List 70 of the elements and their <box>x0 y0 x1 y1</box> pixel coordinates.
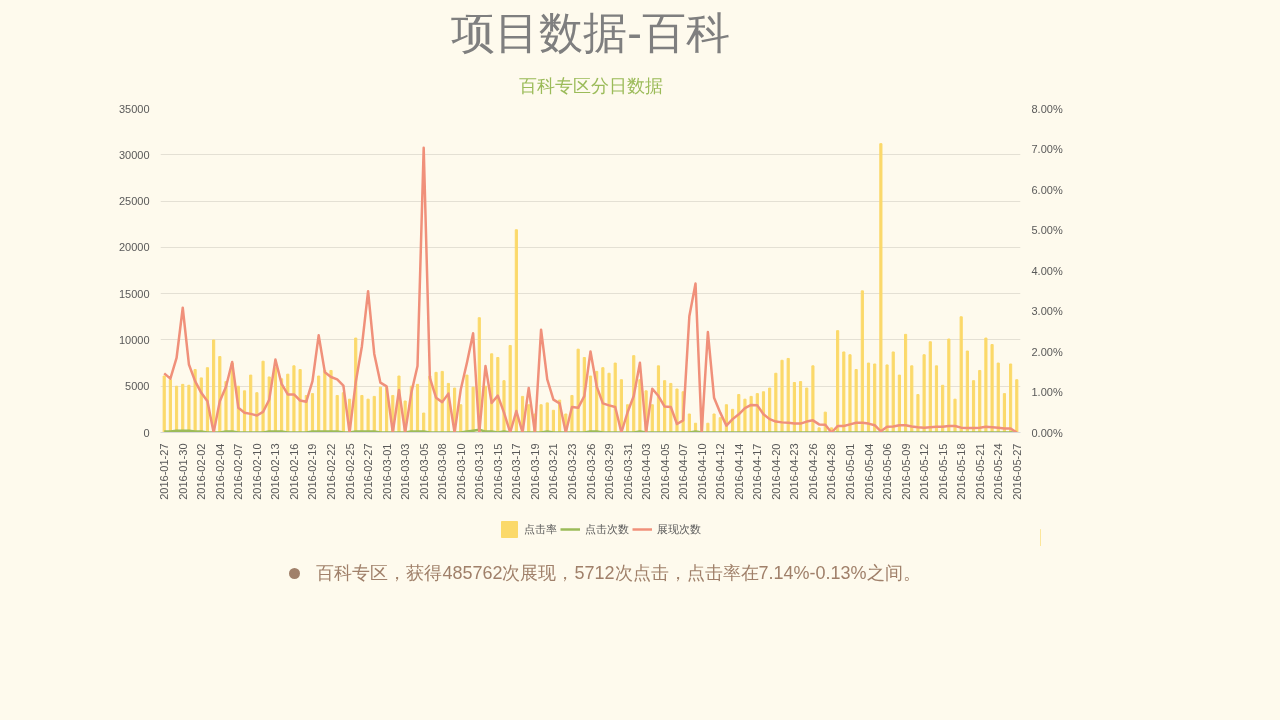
x-tick-label: 2016-04-14 <box>732 443 745 500</box>
x-tick-label: 2016-05-21 <box>973 443 986 500</box>
x-tick-label: 2016-02-27 <box>362 443 375 500</box>
x-tick-label: 2016-04-10 <box>695 443 708 500</box>
x-tick-label: 2016-02-25 <box>343 443 356 500</box>
legend-label: 点击率 <box>524 521 557 537</box>
x-tick-label: 2016-04-28 <box>825 443 838 500</box>
x-tick-label: 2016-04-23 <box>788 443 801 500</box>
x-tick-label: 2016-03-05 <box>417 443 430 500</box>
x-tick-label: 2016-04-26 <box>806 443 819 500</box>
x-tick-label: 2016-04-03 <box>640 443 653 500</box>
chart-title: 项目数据-百科 <box>451 7 730 57</box>
y2-tick-label: 3.00% <box>1031 305 1063 317</box>
x-tick-label: 2016-02-07 <box>232 443 245 500</box>
x-tick-label: 2016-03-03 <box>399 443 412 500</box>
x-tick-label: 2016-02-16 <box>287 443 300 500</box>
x-tick-label: 2016-02-02 <box>195 443 208 500</box>
x-tick-label: 2016-03-26 <box>584 443 597 500</box>
x-tick-label: 2016-03-01 <box>380 443 393 500</box>
x-tick-label: 2016-03-29 <box>603 443 616 500</box>
x-tick-label: 2016-03-13 <box>473 443 486 500</box>
y-tick-label: 30000 <box>118 148 150 161</box>
y-tick-label: 10000 <box>118 333 150 346</box>
y2-tick-label: 8.00% <box>1031 102 1063 115</box>
text: 百科专区，获得485762次展现，5712次点击，点击率在7.14%-0.13%之间。 <box>315 562 921 585</box>
chart-subtitle: 百科专区分日数据 <box>518 76 663 96</box>
x-tick-label: 2016-04-20 <box>769 443 782 500</box>
x-tick-label: 2016-05-15 <box>936 443 949 500</box>
x-tick-label: 2016-02-19 <box>306 443 319 500</box>
y2-tick-label: 0.00% <box>1031 426 1063 439</box>
y-tick-label: 25000 <box>118 195 150 208</box>
y2-tick-label: 7.00% <box>1031 143 1063 155</box>
x-tick-label: 2016-02-13 <box>269 443 282 500</box>
x-tick-label: 2016-05-04 <box>862 443 875 500</box>
y2-tick-label: 1.00% <box>1031 386 1063 398</box>
x-tick-label: 2016-02-22 <box>325 443 338 500</box>
x-tick-label: 2016-01-30 <box>176 443 189 500</box>
x-tick-label: 2016-03-10 <box>454 443 467 500</box>
y2-tick-label: 6.00% <box>1031 183 1063 196</box>
x-tick-label: 2016-03-31 <box>621 443 634 500</box>
x-tick-label: 2016-03-23 <box>565 443 578 500</box>
x-tick-label: 2016-05-06 <box>881 443 894 500</box>
x-tick-label: 2016-03-21 <box>547 443 560 500</box>
x-tick-label: 2016-05-12 <box>918 443 931 500</box>
x-tick-label: 2016-04-12 <box>714 443 727 500</box>
x-tick-label: 2016-03-19 <box>528 443 541 500</box>
x-tick-label: 2016-03-08 <box>436 443 449 500</box>
x-tick-label: 2016-03-15 <box>491 443 504 500</box>
y-tick-label: 5000 <box>125 380 150 393</box>
x-tick-label: 2016-05-18 <box>955 443 968 500</box>
y-tick-label: 35000 <box>118 102 150 115</box>
y-tick-label: 20000 <box>118 241 150 254</box>
x-tick-label: 2016-05-01 <box>843 443 856 500</box>
x-tick-label: 2016-02-04 <box>213 443 226 500</box>
x-tick-label: 2016-04-17 <box>751 443 764 500</box>
legend-label: 展现次数 <box>657 521 701 537</box>
x-tick-label: 2016-01-27 <box>158 443 171 500</box>
x-tick-label: 2016-04-07 <box>677 443 690 500</box>
legend-label: 点击次数 <box>585 521 629 537</box>
x-tick-label: 2016-03-17 <box>510 443 523 500</box>
x-tick-label: 2016-04-05 <box>658 443 671 500</box>
x-tick-label: 2016-02-10 <box>250 443 263 500</box>
y2-tick-label: 5.00% <box>1031 224 1063 236</box>
y-tick-label: 15000 <box>118 287 150 300</box>
y2-tick-label: 4.00% <box>1031 264 1063 277</box>
y-tick-label: 0 <box>143 426 150 439</box>
x-tick-label: 2016-05-27 <box>1010 443 1023 500</box>
y2-tick-label: 2.00% <box>1031 345 1063 358</box>
x-tick-label: 2016-05-09 <box>899 443 912 500</box>
x-tick-label: 2016-05-24 <box>992 443 1005 500</box>
